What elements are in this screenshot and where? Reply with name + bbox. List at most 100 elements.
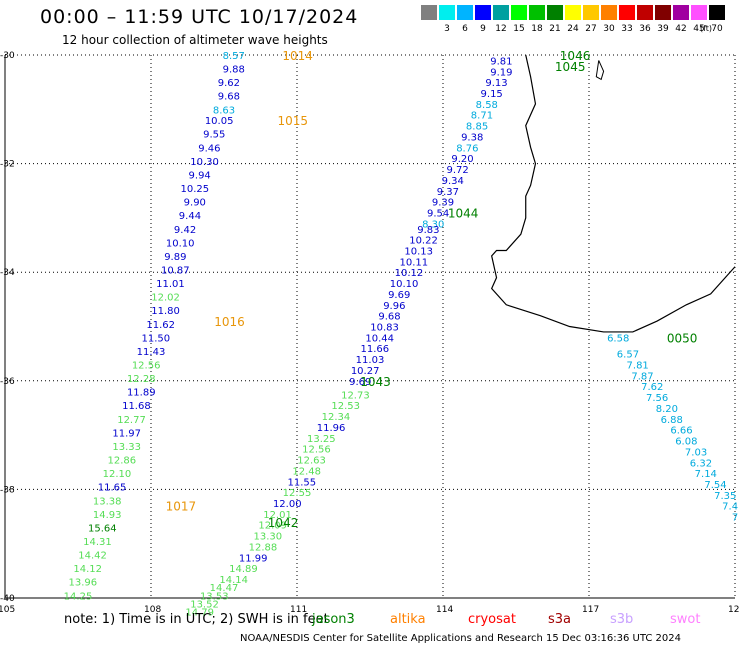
swh-value: 9.72: [446, 165, 468, 176]
swh-value: 9.69: [388, 290, 410, 301]
lat-tick-label: -36: [0, 377, 15, 387]
mission-jason3: jason3: [312, 612, 355, 627]
swh-value: 14.79: [185, 608, 214, 619]
lon-tick-label: 108: [144, 605, 161, 615]
swh-value: 8.30: [422, 219, 444, 230]
color-scale-swatch: [601, 5, 617, 20]
color-scale-label: 39: [657, 24, 669, 34]
swh-value: 14.47: [210, 583, 239, 594]
swh-value: 9.34: [442, 176, 464, 187]
swh-value: 14.25: [64, 591, 93, 602]
swh-value: 15.64: [88, 523, 117, 534]
lon-tick-label: 120: [728, 605, 740, 615]
color-scale-swatch: [709, 5, 725, 20]
swh-value: 6.58: [607, 333, 629, 344]
color-scale-label: 33: [621, 24, 633, 34]
swh-value: 11.66: [361, 344, 390, 355]
color-scale-swatch: [565, 5, 581, 20]
color-scale-unit: (ft): [700, 24, 713, 33]
swh-value: 14.89: [229, 564, 258, 575]
swh-value: 11.03: [356, 355, 385, 366]
swh-value: 13.33: [112, 442, 141, 453]
color-scale-label: 18: [531, 24, 543, 34]
swh-value: 9.88: [223, 65, 245, 76]
swh-value: 7.14: [695, 469, 717, 480]
lat-tick-label: -38: [0, 485, 15, 495]
swh-value: 7.62: [641, 382, 663, 393]
swh-value: 7.56: [646, 393, 668, 404]
pass-time-label: 1046: [560, 49, 591, 63]
swh-value: 12.28: [127, 374, 156, 385]
pass-time-label: 1014: [282, 49, 313, 63]
swh-value: 11.65: [98, 483, 127, 494]
swh-value: 9.42: [174, 225, 196, 236]
pass-time-label: 1016: [214, 315, 245, 329]
swh-value: 6.32: [690, 458, 712, 469]
footer-credit: NOAA/NESDIS Center for Satellite Applica…: [240, 633, 682, 644]
swh-value: 10.30: [190, 157, 219, 168]
swh-value: 7.03: [685, 447, 707, 458]
swh-value: 9.46: [198, 143, 220, 154]
mission-altika: altika: [390, 612, 426, 627]
pass-time-label: 1017: [166, 500, 197, 514]
swh-value: 7.35: [714, 491, 736, 502]
swh-value: 11.99: [239, 553, 268, 564]
swh-value: 9.20: [451, 154, 473, 165]
swh-value: 9.39: [432, 198, 454, 209]
swh-value: 10.25: [180, 184, 209, 195]
swh-value: 10.11: [399, 257, 428, 268]
pass-time-label: 0050: [667, 331, 698, 345]
lon-tick-label: 117: [582, 605, 599, 615]
swh-value: 13.52: [190, 599, 219, 610]
swh-value: 10.22: [409, 236, 438, 247]
color-scale-label: 70: [711, 24, 723, 34]
color-scale-swatch: [547, 5, 563, 20]
coastline: [490, 54, 736, 333]
swh-value: 9.89: [164, 252, 186, 263]
swh-value: 9.90: [184, 198, 206, 209]
swh-value: 14.93: [93, 510, 122, 521]
swh-value: 12.53: [331, 401, 360, 412]
mission-s3a: s3a: [548, 612, 572, 627]
swh-value: 11.55: [288, 477, 317, 488]
color-scale-label: 6: [462, 24, 468, 34]
swh-value: 9.81: [490, 56, 512, 67]
swh-value: 9.37: [437, 187, 459, 198]
color-scale-swatch: [637, 5, 653, 20]
swh-value: 11.62: [146, 320, 175, 331]
swh-value: 6.57: [617, 350, 639, 361]
color-scale-swatch: [619, 5, 635, 20]
swh-value: 12.00: [273, 499, 302, 510]
lat-tick-label: -32: [0, 160, 15, 170]
color-scale-swatch: [493, 5, 509, 20]
color-scale-label: 15: [513, 24, 525, 34]
color-scale-label: 9: [480, 24, 486, 34]
swh-value: 13.53: [200, 591, 229, 602]
swh-value: 11.97: [112, 428, 141, 439]
swh-value: 10.05: [205, 116, 234, 127]
swh-value: 10.44: [365, 333, 394, 344]
mission-swot: swot: [670, 612, 701, 627]
swh-value: 11.43: [137, 347, 166, 358]
pass-time-label: 1042: [268, 516, 299, 530]
swh-value: 10.10: [390, 279, 419, 290]
swh-value: 14.14: [219, 575, 248, 586]
color-scale-swatch: [655, 5, 671, 20]
lon-tick-label: 114: [436, 605, 453, 615]
swh-value: 12.09: [258, 521, 287, 532]
page-subtitle: 12 hour collection of altimeter wave hei…: [62, 33, 328, 47]
swh-value: 9.83: [417, 225, 439, 236]
swh-value: 9.69: [349, 377, 371, 388]
swh-value: 6.66: [670, 426, 692, 437]
page-title: 00:00 – 11:59 UTC 10/17/2024: [40, 6, 359, 28]
swh-value: 10.87: [161, 265, 190, 276]
color-scale-label: 45: [693, 24, 705, 34]
swh-value: 12.63: [297, 456, 326, 467]
swh-value: 9.55: [203, 130, 225, 141]
swh-value: 13.38: [93, 496, 122, 507]
swh-value: 7.87: [631, 371, 653, 382]
swh-value: 9.68: [378, 312, 400, 323]
swh-value: 8.63: [213, 105, 235, 116]
swh-value: 9.54: [427, 208, 449, 219]
